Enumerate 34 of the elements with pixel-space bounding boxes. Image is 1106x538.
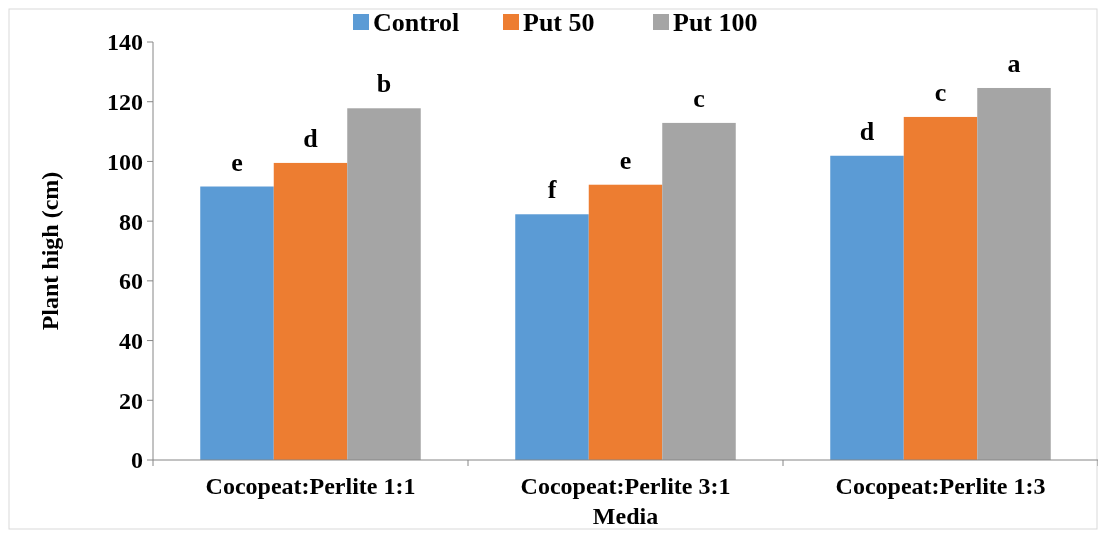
y-tick-label: 100 xyxy=(107,148,143,175)
legend-label: Control xyxy=(373,8,460,38)
y-tick-label: 40 xyxy=(119,327,143,354)
annotation: e xyxy=(619,145,632,175)
x-axis-title: Media xyxy=(592,503,659,529)
annotation: f xyxy=(547,175,557,205)
annotation: d xyxy=(859,116,875,146)
x-tick-label: Cocopeat:Perlite 1:3 xyxy=(835,473,1046,499)
legend-label: Put 50 xyxy=(523,8,595,38)
legend-label: Put 100 xyxy=(673,8,758,38)
bar xyxy=(588,184,663,460)
y-axis-title: Plant high (cm) xyxy=(37,171,63,331)
bar xyxy=(347,108,421,460)
y-tick-label: 140 xyxy=(107,29,143,56)
y-tick-label: 0 xyxy=(131,447,143,474)
y-tick-label: 60 xyxy=(119,268,143,295)
annotation: b xyxy=(376,69,392,99)
bar xyxy=(273,162,348,460)
annotation: a xyxy=(1007,48,1021,78)
y-tick-label: 120 xyxy=(107,89,143,116)
bar xyxy=(977,87,1051,460)
annotation: c xyxy=(934,77,947,107)
bar xyxy=(662,122,736,460)
bar xyxy=(903,116,978,460)
bar xyxy=(515,214,589,460)
x-tick-label: Cocopeat:Perlite 1:1 xyxy=(205,473,416,499)
bar xyxy=(200,186,274,460)
bar xyxy=(830,155,904,460)
annotation: e xyxy=(231,147,243,177)
y-tick-label: 80 xyxy=(119,208,143,235)
x-tick-label: Cocopeat:Perlite 3:1 xyxy=(520,473,731,499)
annotation: c xyxy=(693,83,705,113)
y-tick-label: 20 xyxy=(119,387,143,414)
annotation: d xyxy=(303,123,319,153)
